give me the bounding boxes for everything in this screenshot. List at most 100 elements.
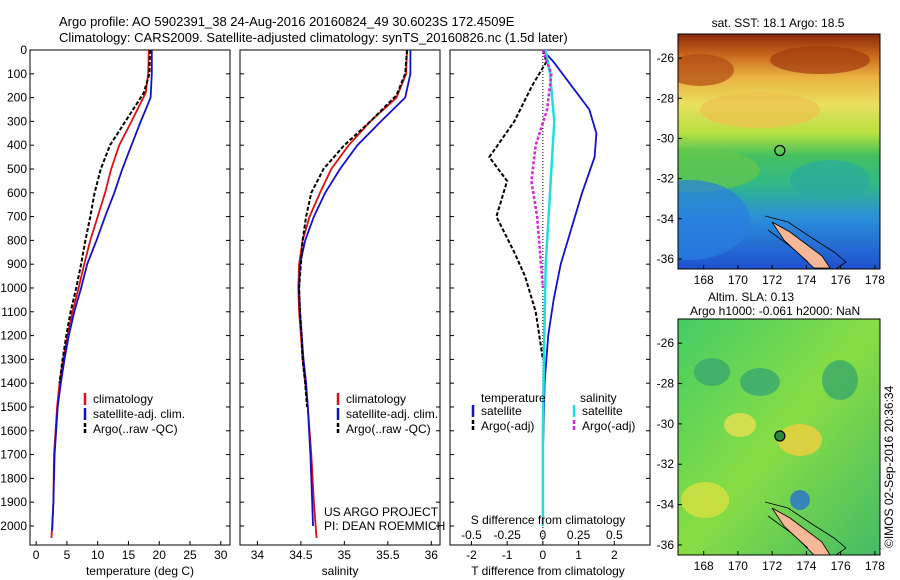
difference-series: [488, 49, 598, 526]
difference-y-tick-marks: [450, 49, 650, 527]
sla-patch: [724, 413, 756, 437]
difference-legend: temperature salinity satellite Argo(-adj…: [471, 391, 635, 433]
salinity-y-tick-marks: [240, 49, 440, 527]
temperature-x-tick-label: 25: [183, 548, 197, 562]
depth-y-tick-label: 1000: [0, 281, 27, 295]
temperature-x-tick-label: 15: [122, 548, 136, 562]
depth-y-tick-label: 300: [7, 114, 27, 128]
sla-map-frame: [677, 318, 881, 556]
sla-map-title-line-2: Argo h1000: -0.061 h2000: NaN: [690, 304, 860, 318]
s-difference-argo-line: [530, 49, 553, 289]
sst-land: [771, 221, 831, 269]
depth-y-tick-label: 1500: [0, 400, 27, 414]
depth-y-tick-label: 1600: [0, 424, 27, 438]
s-difference-axis-label: S difference from climatology: [471, 513, 626, 527]
sst-map-lon-tick-label: 172: [762, 273, 782, 287]
salinity-x-tick-label: 35.5: [376, 548, 400, 562]
sst-patch: [790, 160, 870, 200]
depth-y-tick-label: 1700: [0, 448, 27, 462]
sla-map-title-line-1: Altim. SLA: 0.13: [708, 290, 794, 304]
s-difference-tick-label: 0.5: [606, 528, 623, 542]
depth-y-tick-label: 600: [7, 186, 27, 200]
sst-map-lat-tick-label: -26: [657, 51, 675, 65]
temperature-series: [50, 49, 153, 538]
sst-map-lon-tick-label: 174: [796, 273, 816, 287]
t-difference-x-tick-label: 1: [575, 548, 582, 562]
legend-label-satellite: satellite-adj. clim.: [346, 407, 438, 421]
depth-y-tick-label: 200: [7, 91, 27, 105]
t-difference-argo-line: [488, 49, 548, 360]
legend-label-t-argo: Argo(-adj): [481, 419, 534, 433]
sla-map-lat-tick-label: -26: [657, 336, 675, 350]
temperature-x-tick-label: 5: [64, 548, 71, 562]
depth-y-tick-label: 100: [7, 67, 27, 81]
sst-map-y-ticks: -26 -28 -30 -32 -34 -36: [657, 51, 682, 266]
salinity-x-tick-label: 34: [251, 548, 265, 562]
sla-argo-position-marker: [774, 430, 786, 442]
legend-label-climatology: climatology: [93, 392, 153, 406]
temperature-climatology-line: [50, 49, 150, 538]
depth-y-ticks: 0 100 200 300 400 500 600 700 800 900 1000 1100 1200…: [0, 43, 230, 533]
sst-patch: [678, 180, 750, 260]
sla-patch: [740, 368, 780, 396]
t-difference-x-tick-label: 0: [540, 548, 547, 562]
salinity-satellite-line: [298, 50, 412, 527]
sla-map-lon-tick-label: 172: [762, 559, 782, 573]
sla-map-panel: Altim. SLA: 0.13 Argo h1000: -0.061 h200…: [657, 290, 886, 573]
s-difference-tick-label: 0: [540, 528, 547, 542]
sla-map-lon-tick-label: 174: [796, 559, 816, 573]
legend-title-salinity: salinity: [580, 391, 617, 405]
sst-patch: [770, 46, 870, 74]
temperature-x-tick-label: 10: [91, 548, 105, 562]
sst-map-lat-tick-label: -30: [657, 131, 675, 145]
sst-map-lat-tick-label: -36: [657, 252, 675, 266]
legend-title-temperature: temperature: [481, 391, 546, 405]
salinity-x-axis-label: salinity: [322, 564, 359, 578]
sst-map-lon-tick-label: 178: [865, 273, 885, 287]
t-difference-axis-label: T difference from climatology: [471, 564, 625, 578]
temperature-legend: climatology satellite-adj. clim. Argo(..…: [83, 392, 185, 436]
sla-map-lat-tick-label: -34: [657, 498, 675, 512]
sla-map-lat-tick-label: -28: [657, 377, 675, 391]
temperature-x-tick-label: 0: [33, 548, 40, 562]
sla-map-lon-tick-label: 178: [865, 559, 885, 573]
t-difference-x-tick-label: -1: [502, 548, 513, 562]
sla-patch: [681, 482, 729, 518]
s-difference-tick-label: -0.25: [493, 528, 521, 542]
sst-map-frame: [677, 33, 881, 270]
s-difference-tick-label: -0.5: [461, 528, 482, 542]
salinity-series: [297, 49, 412, 538]
legend-label-s-argo: Argo(-adj): [582, 419, 635, 433]
s-difference-tick-labels: -0.5 -0.25 0 0.25 0.5: [461, 528, 623, 542]
sst-patch: [678, 54, 734, 86]
t-difference-x-tick-label: 2: [611, 548, 618, 562]
salinity-argo-line: [298, 49, 408, 408]
legend-label-satellite: satellite-adj. clim.: [93, 407, 185, 421]
salinity-panel: 34 34.5 35 35.5 36 salinity climatology sate…: [239, 49, 445, 578]
sst-map-title: sat. SST: 18.1 Argo: 18.5: [712, 16, 845, 30]
s-difference-tick-label: 0.25: [567, 528, 591, 542]
imos-timestamp: ©IMOS 02-Sep-2016 20:36:34: [882, 385, 896, 548]
sst-map-lon-tick-label: 168: [694, 273, 714, 287]
sla-map-x-ticks: 168 170 172 174 176 178: [694, 551, 885, 573]
salinity-x-tick-label: 35: [338, 548, 352, 562]
sla-map-lon-tick-label: 168: [694, 559, 714, 573]
sla-patch: [694, 358, 730, 386]
difference-x-ticks: -2 -1 0 1 2: [466, 541, 618, 562]
sla-map-lat-tick-label: -30: [657, 417, 675, 431]
depth-y-tick-label: 400: [7, 138, 27, 152]
sst-map-lon-tick-label: 170: [728, 273, 748, 287]
depth-y-tick-label: 800: [7, 233, 27, 247]
temperature-argo-line: [58, 49, 151, 384]
temperature-x-axis-label: temperature (deg C): [86, 564, 194, 578]
sla-map-lon-tick-label: 170: [728, 559, 748, 573]
sla-map-y-ticks: -26 -28 -30 -32 -34 -36: [657, 336, 682, 552]
depth-y-tick-label: 1200: [0, 329, 27, 343]
sst-argo-position-marker: [774, 144, 786, 157]
t-difference-satellite-line: [542, 49, 598, 526]
depth-y-tick-label: 1400: [0, 376, 27, 390]
sst-map-panel: sat. SST: 18.1 Argo: 18.5: [657, 16, 886, 287]
sst-map-lon-tick-label: 176: [831, 273, 851, 287]
project-annotation-line-2: PI: DEAN ROEMMICH: [324, 519, 445, 533]
